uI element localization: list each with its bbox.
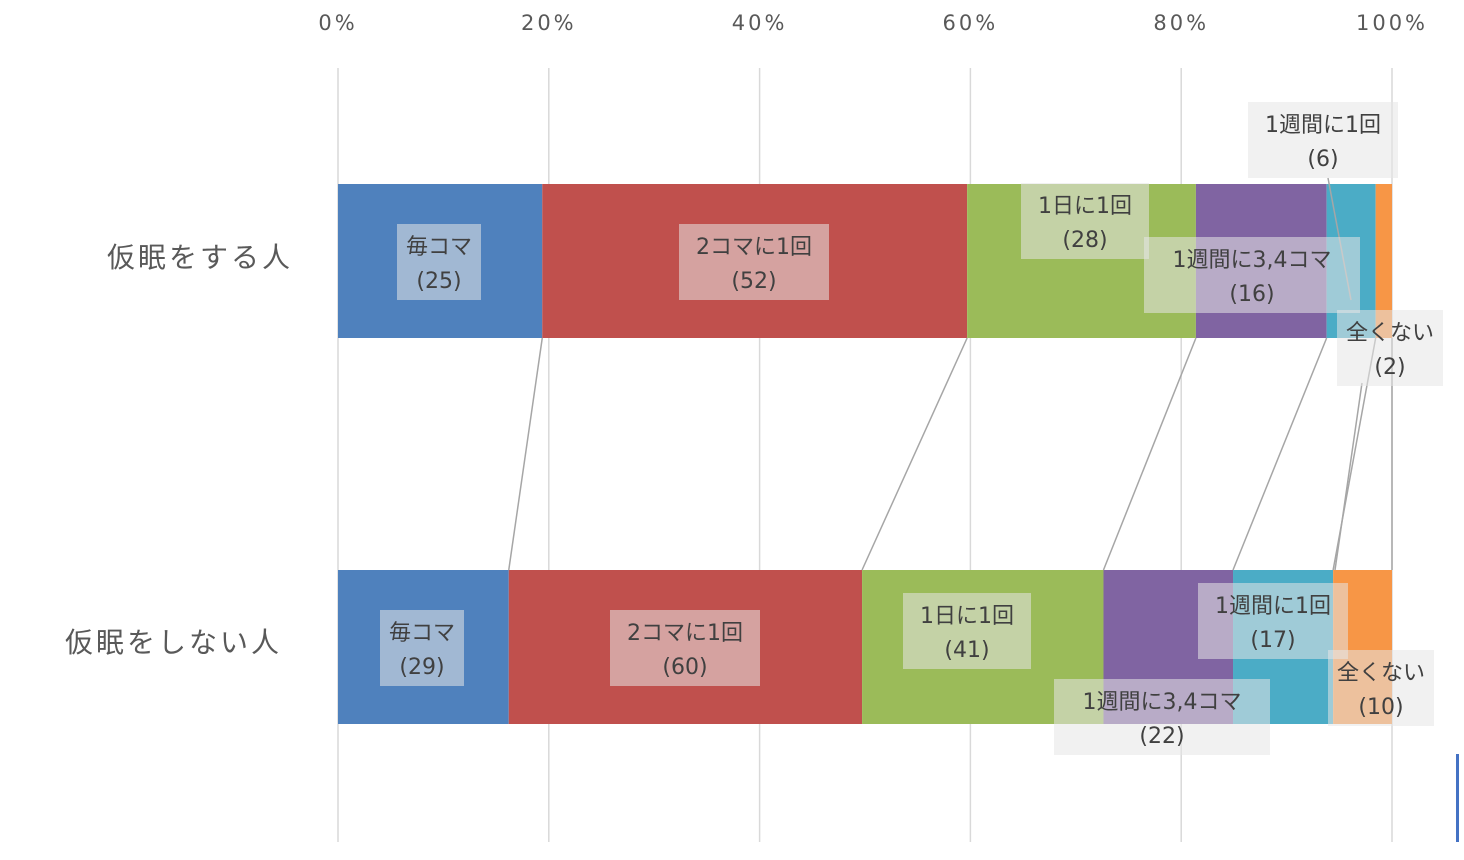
data-label-background <box>679 224 829 300</box>
data-label-background <box>1144 237 1360 313</box>
data-label-background <box>1248 102 1398 178</box>
data-label-background <box>1021 183 1149 259</box>
data-label-value: (6) <box>1307 147 1338 172</box>
data-label-series: 全くない <box>1337 661 1425 686</box>
data-label-series: 全くない <box>1346 321 1434 346</box>
data-label: 1日に1回 (28) <box>1021 183 1149 259</box>
series-line <box>508 337 544 571</box>
data-label-series: 1日に1回 <box>920 604 1014 629</box>
data-label-background <box>397 224 481 300</box>
data-label-value: (10) <box>1358 695 1403 720</box>
data-label: 1日に1回 (41) <box>903 593 1031 669</box>
data-label-value: (52) <box>731 269 776 294</box>
category-label: 仮眠をしない人 <box>65 626 282 659</box>
edge-marker <box>1456 754 1459 842</box>
data-label-value: (25) <box>416 269 461 294</box>
data-label: 全くない (10) <box>1328 650 1434 726</box>
data-label: 2コマに1回 (60) <box>610 610 760 686</box>
series-line <box>861 337 968 571</box>
series-line <box>1102 337 1197 571</box>
data-label-background <box>1328 650 1434 726</box>
category-label: 仮眠をする人 <box>107 241 293 274</box>
data-label-series: 2コマに1回 <box>627 621 743 646</box>
x-tick-label: 100% <box>1356 11 1428 35</box>
data-label: 毎コマ (25) <box>397 224 481 300</box>
data-label-series: 1週間に3,4コマ <box>1173 248 1332 273</box>
data-label-series: 2コマに1回 <box>696 235 812 260</box>
data-label-series: 1日に1回 <box>1038 194 1132 219</box>
data-label: 2コマに1回 (52) <box>679 224 829 300</box>
data-label-value: (16) <box>1229 282 1274 307</box>
data-label-background <box>380 610 464 686</box>
data-label-background <box>1054 679 1270 755</box>
data-label-series: 毎コマ <box>389 621 455 646</box>
x-tick-label: 20% <box>521 11 577 35</box>
data-label-value: (28) <box>1062 228 1107 253</box>
leader-line <box>1334 382 1363 571</box>
data-label: 1週間に1回 (17) <box>1198 583 1348 659</box>
data-label: 毎コマ (29) <box>380 610 464 686</box>
x-tick-label: 40% <box>732 11 788 35</box>
bar-segment <box>1375 184 1392 338</box>
data-label-value: (29) <box>399 655 444 680</box>
data-label-value: (2) <box>1374 355 1405 380</box>
data-label-series: 1週間に3,4コマ <box>1083 690 1242 715</box>
data-label-background <box>1337 310 1443 386</box>
data-label-value: (41) <box>944 638 989 663</box>
data-label: 全くない (2) <box>1337 310 1443 386</box>
data-label-series: 1週間に1回 <box>1215 594 1331 619</box>
data-label: 1週間に3,4コマ (16) <box>1144 237 1360 313</box>
data-label-background <box>610 610 760 686</box>
data-label-value: (17) <box>1250 628 1295 653</box>
x-tick-label: 60% <box>943 11 999 35</box>
data-label: 1週間に1回 (6) <box>1248 102 1398 178</box>
data-label-background <box>903 593 1031 669</box>
data-label-background <box>1198 583 1348 659</box>
x-tick-label: 0% <box>318 11 357 35</box>
data-label-value: (22) <box>1139 724 1184 749</box>
data-label-series: 1週間に1回 <box>1265 113 1381 138</box>
series-line <box>1232 337 1328 571</box>
data-label: 1週間に3,4コマ (22) <box>1054 679 1270 755</box>
data-label-value: (60) <box>662 655 707 680</box>
x-tick-label: 80% <box>1153 11 1209 35</box>
data-label-series: 毎コマ <box>406 235 472 260</box>
